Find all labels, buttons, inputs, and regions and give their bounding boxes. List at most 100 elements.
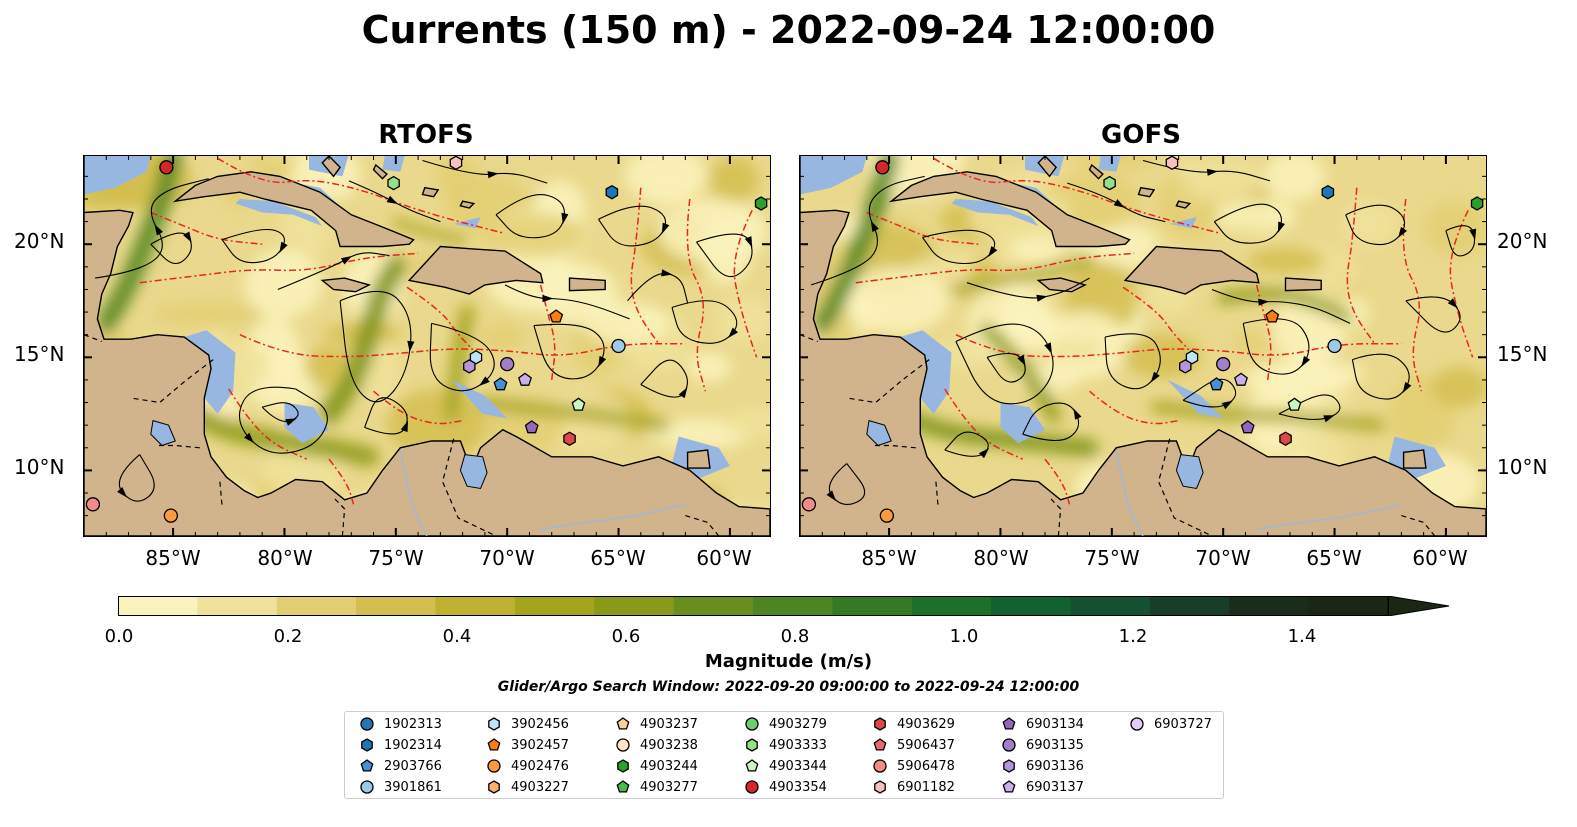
float-marker-3902456: [469, 350, 483, 365]
float-marker-1902314: [605, 184, 619, 200]
legend-marker-circle: [360, 780, 374, 794]
colorbar-segment: [911, 596, 992, 616]
legend-marker-pentagon: [873, 738, 887, 751]
legend-label: 6903135: [1026, 737, 1084, 753]
legend-item: 4903333: [744, 735, 827, 755]
lon-tick: 70°W: [1195, 546, 1251, 570]
float-marker-6903134: [524, 420, 539, 434]
colorbar-tick: 1.2: [1118, 626, 1148, 647]
figure-title: Currents (150 m) - 2022-09-24 12:00:00: [361, 8, 1216, 52]
float-marker-3901861: [611, 338, 626, 354]
legend-item: 4903238: [615, 735, 698, 755]
legend-label: 5906478: [897, 758, 955, 774]
legend-label: 4903333: [769, 737, 827, 753]
search-window-text: Glider/Argo Search Window: 2022-09-20 09…: [497, 679, 1080, 695]
legend-label: 4903244: [640, 758, 698, 774]
map-rtofs[interactable]: [83, 155, 771, 537]
legend-label: 6903136: [1026, 758, 1084, 774]
float-marker-4902476: [879, 508, 895, 523]
colorbar-segment: [1229, 596, 1310, 616]
colorbar-label: Magnitude (m/s): [704, 651, 873, 672]
legend-marker-pentagon: [1002, 780, 1016, 793]
float-marker-2903766: [1209, 377, 1224, 391]
legend-marker-pentagon: [616, 717, 630, 730]
legend-item: 1902313: [359, 714, 442, 734]
lat-tick-left: 20°N: [14, 229, 65, 253]
legend-label: 6901182: [897, 779, 955, 795]
lat-tick-left: 10°N: [14, 455, 65, 479]
colorbar-tick: 0.6: [611, 626, 641, 647]
colorbar-segment: [753, 596, 833, 616]
float-marker-4903333: [1103, 175, 1116, 191]
current-streamlines: [810, 159, 1477, 506]
float-marker-6903136: [1179, 359, 1192, 374]
country-borders: [84, 334, 720, 536]
legend-item: 6903727: [1129, 714, 1212, 734]
legend-marker-circle: [616, 738, 630, 752]
legend-label: 4902476: [511, 758, 569, 774]
colorbar-tick: 0.2: [273, 626, 303, 647]
legend-item: 4903277: [615, 777, 698, 797]
colorbar-tick: 0.4: [442, 626, 472, 647]
colorbar-segment: [356, 596, 436, 616]
country-borders: [800, 334, 1436, 536]
float-marker-4903344: [1287, 397, 1302, 411]
legend-item: 4903244: [615, 756, 698, 776]
axis-ticks: [800, 156, 1486, 536]
legend-marker-pentagon: [1002, 717, 1016, 730]
lon-tick: 65°W: [590, 546, 646, 570]
legend-label: 4903344: [769, 758, 827, 774]
legend-label: 6903727: [1154, 716, 1212, 732]
legend-marker-hexagon: [488, 717, 500, 731]
legend-item: 4902476: [486, 756, 569, 776]
float-marker-4903344: [571, 397, 586, 411]
legend-item: 4903354: [744, 777, 827, 797]
lon-tick: 75°W: [1084, 546, 1140, 570]
legend-label: 4903354: [769, 779, 827, 795]
legend-marker-circle: [360, 717, 374, 731]
colorbar-segment: [1070, 596, 1151, 616]
map-gofs[interactable]: [799, 155, 1487, 537]
legend-label: 3902456: [511, 716, 569, 732]
lon-tick: 75°W: [368, 546, 424, 570]
legend-item: 6903137: [1001, 777, 1084, 797]
colorbar-segment: [435, 596, 516, 616]
lat-tick-right: 15°N: [1497, 342, 1548, 366]
colorbar-segment: [1149, 596, 1230, 616]
lat-tick-left: 15°N: [14, 342, 65, 366]
float-marker-6903135: [1216, 356, 1231, 372]
colorbar-segment: [1308, 596, 1389, 616]
float-marker-6903136: [463, 359, 476, 374]
lon-tick: 60°W: [696, 546, 752, 570]
legend-label: 6903137: [1026, 779, 1084, 795]
legend-label: 3902457: [511, 737, 569, 753]
eez-boundaries: [139, 157, 758, 505]
colorbar-segment: [276, 596, 357, 616]
lon-tick: 85°W: [861, 546, 917, 570]
legend-marker-hexagon: [874, 717, 886, 731]
lon-tick: 85°W: [145, 546, 201, 570]
float-marker-5906478: [801, 497, 817, 512]
legend-item: 4903629: [872, 714, 955, 734]
legend-item: 4903279: [744, 714, 827, 734]
legend-marker-circle: [487, 759, 501, 773]
current-streamlines: [95, 159, 753, 502]
legend-label: 4903277: [640, 779, 698, 795]
legend-label: 4903279: [769, 716, 827, 732]
legend-label: 4903237: [640, 716, 698, 732]
lon-tick: 80°W: [973, 546, 1029, 570]
float-marker-3901861: [1327, 338, 1342, 354]
float-marker-2903766: [493, 377, 508, 391]
legend-item: 6903135: [1001, 735, 1084, 755]
legend-marker-hexagon: [874, 780, 886, 794]
float-marker-3902457: [549, 309, 564, 323]
legend-marker-circle: [745, 780, 759, 794]
float-marker-6903134: [1240, 420, 1255, 434]
float-marker-4903333: [387, 175, 400, 191]
float-marker-6903135: [500, 356, 515, 372]
float-marker-4903629: [1279, 431, 1292, 446]
land: [800, 156, 1486, 536]
legend-marker-hexagon: [746, 738, 758, 752]
lat-tick-right: 10°N: [1497, 455, 1548, 479]
legend-label: 4903227: [511, 779, 569, 795]
